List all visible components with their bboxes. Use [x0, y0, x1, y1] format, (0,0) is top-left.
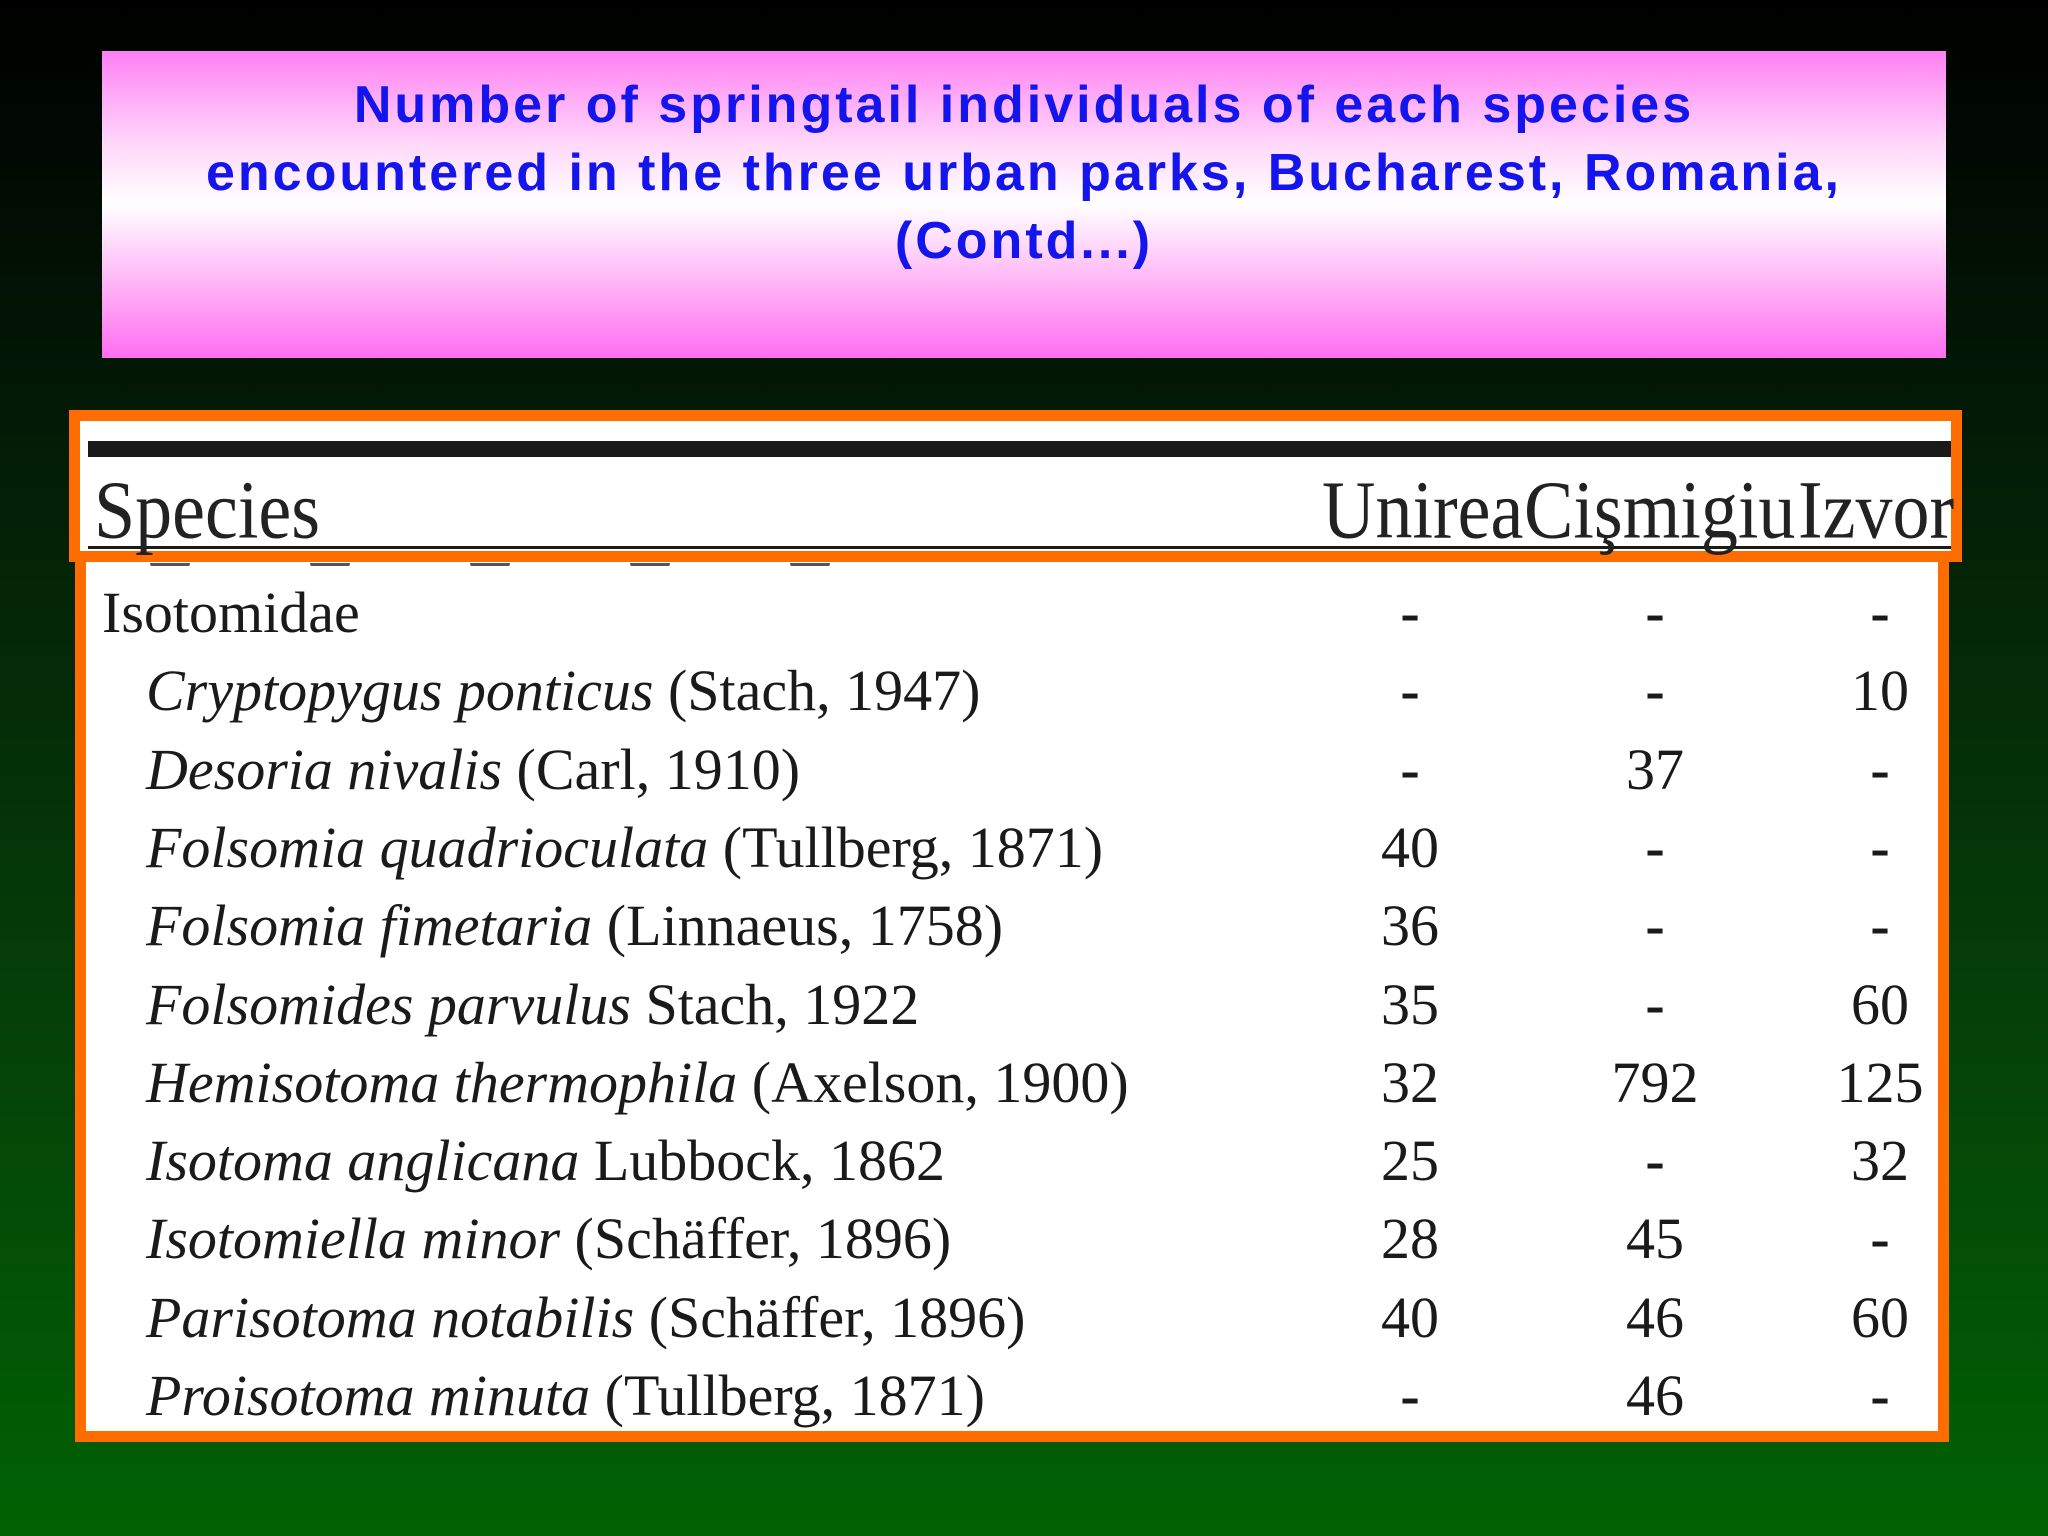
title-line-2: encountered in the three urban parks, Bu…	[205, 144, 1842, 202]
species-authority: Lubbock, 1862	[579, 1128, 946, 1194]
cell-izvor: 10	[1851, 658, 1909, 724]
species-authority: (Carl, 1910)	[502, 736, 801, 802]
species-authority: (Tullberg, 1871)	[708, 814, 1104, 880]
cell-unirea: -	[1400, 736, 1420, 802]
cell-izvor: -	[1870, 1206, 1890, 1272]
title-line-3: (Contd...)	[894, 212, 1154, 270]
species-name: Cryptopygus ponticus (Stach, 1947)	[146, 652, 980, 730]
cell-cismigiu: -	[1645, 893, 1665, 959]
cell-unirea: 32	[1381, 1049, 1439, 1115]
cell-unirea: 36	[1381, 893, 1439, 959]
table-row: Isotomidae - - -	[0, 574, 2048, 652]
table-row: Desoria nivalis (Carl, 1910) - 37 -	[0, 731, 2048, 809]
table-header-highlight: Species Unirea Cişmigiu Izvor	[69, 410, 1962, 562]
cell-unirea: 40	[1381, 1284, 1439, 1350]
header-cismigiu: Cişmigiu	[1524, 464, 1796, 557]
cell-cismigiu: -	[1645, 971, 1665, 1037]
cell-izvor: -	[1870, 1363, 1890, 1428]
header-izvor: Izvor	[1798, 464, 1955, 557]
cell-cismigiu: -	[1645, 814, 1665, 880]
species-binomial: Folsomia fimetaria	[146, 893, 593, 959]
cell-cismigiu: 792	[1611, 1049, 1699, 1115]
cell-cismigiu: 37	[1626, 736, 1684, 802]
table-frame	[75, 418, 1949, 1442]
table-row: Folsomides parvulus Stach, 1922 35 - 60	[0, 966, 2048, 1044]
cell-izvor: -	[1870, 893, 1890, 959]
species-name: Folsomia quadrioculata (Tullberg, 1871)	[146, 809, 1103, 887]
species-name: Folsomia fimetaria (Linnaeus, 1758)	[146, 887, 1003, 965]
species-binomial: Desoria nivalis	[146, 736, 503, 802]
cell-unirea: -	[1400, 1363, 1420, 1428]
species-binomial: Isotoma anglicana	[146, 1128, 580, 1194]
cell-izvor: 60	[1851, 1284, 1909, 1350]
species-binomial: Isotomiella minor	[146, 1206, 561, 1272]
species-name: Desoria nivalis (Carl, 1910)	[146, 731, 800, 809]
cell-unirea: 25	[1381, 1128, 1439, 1194]
cell-cismigiu: 45	[1626, 1206, 1684, 1272]
table-row: Cryptopygus ponticus (Stach, 1947) - - 10	[0, 652, 2048, 730]
cell-cismigiu: -	[1645, 1128, 1665, 1194]
table-row: Parisotoma notabilis (Schäffer, 1896) 40 4…	[0, 1279, 2048, 1357]
species-authority: (Schäffer, 1896)	[634, 1284, 1026, 1350]
cell-cismigiu: 46	[1626, 1284, 1684, 1350]
cell-unirea: 40	[1381, 814, 1439, 880]
table-header: Species Unirea Cişmigiu Izvor	[88, 441, 1954, 554]
table-row: Isotoma anglicana Lubbock, 1862 25 - 32	[0, 1122, 2048, 1200]
species-name: Isotomiella minor (Schäffer, 1896)	[146, 1200, 951, 1278]
cell-izvor: -	[1870, 580, 1890, 645]
species-authority: (Axelson, 1900)	[737, 1049, 1129, 1115]
header-species: Species	[94, 464, 321, 557]
table-row: Proisotoma minuta (Tullberg, 1871) - 46 -	[0, 1357, 2048, 1435]
cell-izvor: 60	[1851, 971, 1909, 1037]
slide-title: Number of springtail individuals of each…	[122, 71, 1926, 275]
cell-izvor: 125	[1836, 1049, 1924, 1115]
table-row: Folsomia quadrioculata (Tullberg, 1871) 4…	[0, 809, 2048, 887]
cell-unirea: 28	[1381, 1206, 1439, 1272]
cell-cismigiu: 46	[1626, 1363, 1684, 1428]
species-authority: Isotomidae	[102, 580, 360, 645]
table-row: Folsomia fimetaria (Linnaeus, 1758) 36 - -	[0, 887, 2048, 965]
cell-unirea: 35	[1381, 971, 1439, 1037]
title-banner: Number of springtail individuals of each…	[102, 51, 1946, 358]
species-binomial: Folsomides parvulus	[146, 971, 631, 1037]
species-authority: (Linnaeus, 1758)	[592, 893, 1004, 959]
species-name: Hemisotoma thermophila (Axelson, 1900)	[146, 1044, 1129, 1122]
family-name: Isotomidae	[102, 574, 360, 652]
species-binomial: Cryptopygus ponticus	[146, 658, 654, 724]
cell-unirea: -	[1400, 580, 1420, 645]
cell-unirea: -	[1400, 658, 1420, 724]
species-binomial: Proisotoma minuta	[146, 1363, 591, 1428]
cell-cismigiu: -	[1645, 580, 1665, 645]
cell-izvor: 32	[1851, 1128, 1909, 1194]
cell-cismigiu: -	[1645, 658, 1665, 724]
cropped-row-remnant	[150, 556, 1050, 566]
species-authority: (Stach, 1947)	[653, 658, 981, 724]
species-binomial: Parisotoma notabilis	[146, 1284, 635, 1350]
species-name: Parisotoma notabilis (Schäffer, 1896)	[146, 1279, 1025, 1357]
header-unirea: Unirea	[1322, 464, 1524, 557]
table-row: Isotomiella minor (Schäffer, 1896) 28 45 -	[0, 1200, 2048, 1278]
species-authority: (Schäffer, 1896)	[560, 1206, 952, 1272]
table-row: Hemisotoma thermophila (Axelson, 1900) 32…	[0, 1044, 2048, 1122]
title-line-1: Number of springtail individuals of each…	[353, 76, 1695, 134]
species-name: Isotoma anglicana Lubbock, 1862	[146, 1122, 945, 1200]
species-binomial: Folsomia quadrioculata	[146, 814, 709, 880]
cell-izvor: -	[1870, 814, 1890, 880]
species-authority: Stach, 1922	[630, 971, 920, 1037]
species-authority: (Tullberg, 1871)	[590, 1363, 985, 1428]
species-binomial: Hemisotoma thermophila	[146, 1049, 738, 1115]
species-name: Folsomides parvulus Stach, 1922	[146, 966, 919, 1044]
species-name: Proisotoma minuta (Tullberg, 1871)	[146, 1357, 985, 1435]
cell-izvor: -	[1870, 736, 1890, 802]
